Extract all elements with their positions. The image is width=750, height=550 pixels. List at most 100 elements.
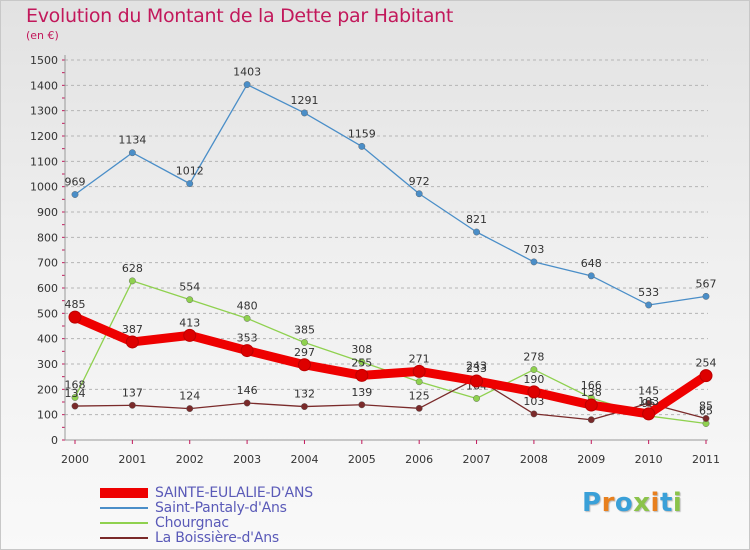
x-tick-label: 2009 (577, 453, 605, 466)
y-tick-label: 300 (37, 358, 58, 371)
data-label: 1134 (118, 134, 146, 147)
data-label: 139 (351, 386, 372, 399)
data-label: 137 (122, 386, 143, 399)
x-tick-label: 2007 (463, 453, 491, 466)
legend-label: Saint-Pantaly-d'Ans (155, 500, 287, 516)
data-point (71, 394, 79, 401)
data-point (702, 415, 710, 422)
data-label: 1291 (290, 94, 318, 107)
y-tick-label: 1500 (30, 54, 58, 67)
data-point (645, 399, 653, 407)
data-point (183, 328, 197, 342)
data-label: 65 (699, 405, 713, 418)
data-point (415, 378, 423, 386)
data-label: 353 (237, 332, 258, 345)
data-label: 255 (351, 356, 372, 369)
y-tick-label: 1100 (30, 155, 58, 168)
logo-letter: t (659, 488, 673, 518)
data-label: 1012 (176, 165, 204, 178)
data-point (355, 368, 369, 382)
data-label: 703 (523, 243, 544, 256)
data-label: 85 (699, 399, 713, 412)
data-label: 145 (638, 384, 659, 397)
data-point (358, 401, 366, 409)
data-label: 243 (466, 359, 487, 372)
y-tick-label: 100 (37, 409, 58, 422)
x-tick-label: 2010 (635, 453, 663, 466)
data-point (530, 258, 538, 266)
legend-swatch (100, 507, 148, 509)
data-point (128, 277, 136, 285)
data-point (68, 310, 82, 324)
data-point (243, 399, 251, 407)
data-label: 278 (523, 351, 544, 364)
data-label: 648 (581, 257, 602, 270)
series-line-2 (74, 377, 707, 421)
legend-swatch (100, 537, 148, 539)
data-point (301, 339, 308, 346)
data-label: 554 (179, 281, 200, 294)
data-label: 533 (638, 286, 659, 299)
data-point (412, 364, 426, 378)
y-tick-label: 900 (37, 206, 58, 219)
data-point (71, 191, 79, 198)
series-line-0 (74, 83, 707, 306)
y-tick-label: 400 (37, 333, 58, 346)
data-point (128, 401, 136, 409)
data-label: 190 (523, 373, 544, 386)
data-label: 166 (581, 379, 602, 392)
data-point (243, 81, 251, 88)
data-point (128, 149, 136, 157)
data-label: 308 (351, 343, 372, 356)
data-point (415, 190, 423, 198)
data-label: 254 (696, 357, 717, 370)
series-line-3 (70, 312, 711, 419)
data-label: 233 (466, 362, 487, 375)
y-tick-label: 600 (37, 282, 58, 295)
chart-title: Evolution du Montant de la Dette par Hab… (26, 5, 454, 27)
x-tick-label: 2005 (348, 453, 376, 466)
x-tick-label: 2008 (520, 453, 548, 466)
data-point (125, 335, 139, 349)
data-label: 134 (65, 387, 86, 400)
data-point (587, 416, 595, 424)
data-point (71, 402, 79, 410)
y-tick-label: 1200 (30, 130, 58, 143)
x-tick-label: 2006 (405, 453, 433, 466)
data-point (301, 109, 308, 117)
data-point (358, 358, 366, 366)
data-point (415, 404, 423, 412)
y-tick-label: 1000 (30, 181, 58, 194)
data-label: 138 (581, 386, 602, 399)
data-point (642, 407, 656, 421)
data-label: 168 (65, 378, 86, 391)
legend-label: La Boissière-d'Ans (155, 530, 279, 546)
data-label: 271 (409, 352, 430, 365)
y-tick-label: 1300 (30, 105, 58, 118)
logo-letter: x (633, 488, 651, 518)
logo-letter: o (614, 488, 634, 518)
data-point (473, 395, 480, 402)
data-label: 1403 (233, 66, 261, 79)
data-label: 1159 (348, 127, 376, 140)
x-tick-label: 2004 (290, 453, 318, 466)
legend-swatch (100, 488, 148, 498)
data-label: 103 (638, 395, 659, 408)
legend-label: SAINTE-EULALIE-D'ANS (155, 485, 313, 501)
y-tick-label: 700 (37, 257, 58, 270)
data-point (530, 410, 538, 418)
logo-letter: r (601, 488, 615, 518)
y-tick-label: 0 (51, 434, 58, 447)
x-tick-label: 2000 (61, 453, 89, 466)
data-label: 125 (409, 389, 430, 402)
x-tick-label: 2011 (692, 453, 720, 466)
data-point (699, 369, 713, 383)
data-point (186, 180, 194, 188)
data-point (243, 314, 251, 322)
data-point (297, 358, 311, 372)
data-point (473, 228, 480, 236)
x-tick-label: 2001 (118, 453, 146, 466)
data-point (527, 385, 541, 399)
data-label: 387 (122, 323, 143, 336)
logo-letter: i (672, 488, 683, 518)
